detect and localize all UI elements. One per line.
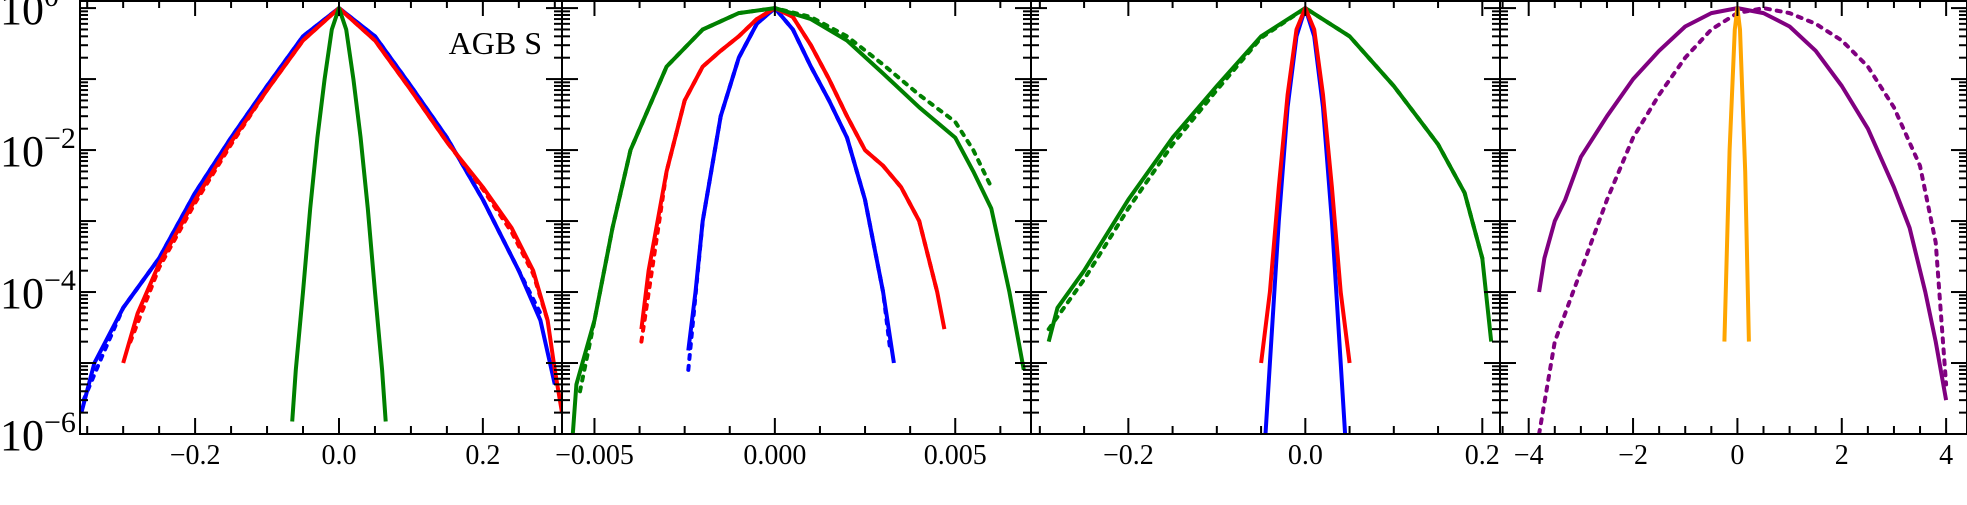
series-line-4 bbox=[639, 6, 940, 344]
chart-panels: −0.20.00.210−610−410−2100AGB S−0.0050.00… bbox=[0, 0, 1967, 471]
series-group bbox=[1537, 6, 1949, 434]
x-tick-label: 0.0 bbox=[321, 440, 356, 471]
series-line-2 bbox=[1537, 6, 1949, 434]
y-tick-exponent: −4 bbox=[44, 264, 76, 297]
panel-frame bbox=[1030, 0, 1501, 435]
panel-frame bbox=[561, 0, 1032, 435]
panel-3: −0.2 0.0 0.2 bbox=[1030, 0, 1501, 471]
series-line-4 bbox=[128, 6, 550, 344]
panel-2: −0.005 0.000 0.005 bbox=[555, 0, 1032, 471]
x-tick-label: 0 bbox=[1730, 440, 1744, 471]
y-tick-exponent: −2 bbox=[44, 122, 76, 155]
y-tick-base: 10 bbox=[0, 411, 44, 460]
series-group bbox=[80, 6, 562, 422]
series-line-3 bbox=[1722, 6, 1751, 342]
y-tick-base: 10 bbox=[0, 269, 44, 318]
series-group bbox=[1046, 6, 1494, 434]
y-tick-label: 10−6 bbox=[0, 406, 76, 460]
x-tick-label: 0.2 bbox=[465, 440, 500, 471]
panel-4: −4 −2 0 2 4 bbox=[1499, 0, 1967, 471]
series-line-2 bbox=[81, 6, 543, 403]
panel-frame bbox=[1499, 0, 1967, 435]
x-tick-label: 4 bbox=[1939, 440, 1953, 471]
series-line-1 bbox=[686, 6, 896, 364]
x-tick-label: −2 bbox=[1618, 440, 1648, 471]
x-tick-label: 2 bbox=[1835, 440, 1849, 471]
x-tick-label: 0.000 bbox=[743, 440, 806, 471]
y-tick-label: 100 bbox=[0, 0, 59, 34]
x-tick-label: −0.005 bbox=[555, 440, 634, 471]
y-tick-base: 10 bbox=[0, 0, 44, 34]
x-tick-label: 0.005 bbox=[924, 440, 987, 471]
y-tick-base: 10 bbox=[0, 127, 44, 176]
series-line-2 bbox=[1046, 6, 1485, 332]
series-line-2 bbox=[686, 6, 893, 372]
y-tick-label: 10−2 bbox=[0, 122, 76, 176]
panel-title: AGB S bbox=[449, 25, 542, 61]
y-tick-exponent: −6 bbox=[44, 406, 76, 439]
x-tick-label: −0.2 bbox=[170, 440, 221, 471]
series-line-1 bbox=[80, 6, 557, 414]
panel-1: −0.20.00.210−610−410−2100AGB S bbox=[0, 0, 563, 471]
series-line-3 bbox=[639, 6, 947, 330]
x-tick-label: −0.2 bbox=[1103, 440, 1154, 471]
y-tick-label: 10−4 bbox=[0, 264, 76, 318]
x-tick-label: −4 bbox=[1514, 440, 1544, 471]
x-tick-label: 0.0 bbox=[1288, 440, 1323, 471]
series-line-6 bbox=[578, 6, 994, 394]
x-tick-label: 0.2 bbox=[1465, 440, 1500, 471]
series-line-5 bbox=[570, 6, 1026, 434]
y-tick-exponent: 0 bbox=[44, 0, 59, 13]
series-group bbox=[570, 6, 1026, 434]
series-line-5 bbox=[290, 6, 388, 422]
